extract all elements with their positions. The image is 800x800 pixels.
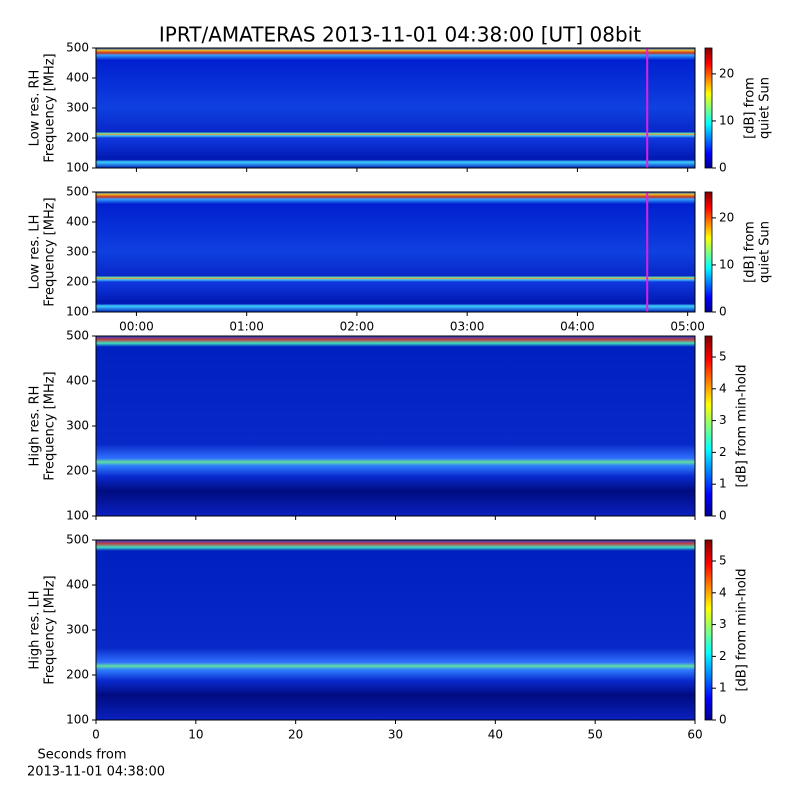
colorbar bbox=[704, 539, 713, 721]
x-tick-label: 30 bbox=[388, 728, 403, 742]
colorbar bbox=[704, 335, 713, 517]
colorbar-tick-label: 20 bbox=[719, 210, 734, 224]
y-tick-label: 100 bbox=[66, 509, 89, 523]
y-tick-label: 400 bbox=[66, 215, 89, 229]
y-tick-label: 100 bbox=[66, 305, 89, 319]
y-tick-label: 500 bbox=[66, 533, 89, 547]
y-tick-label: 300 bbox=[66, 101, 89, 115]
colorbar-tick-label: 0 bbox=[719, 161, 727, 175]
y-tick-label: 200 bbox=[66, 275, 89, 289]
x-tick-label: 40 bbox=[488, 728, 503, 742]
colorbar-tick-label: 3 bbox=[719, 617, 727, 631]
y-tick-label: 300 bbox=[66, 623, 89, 637]
y-tick-label: 400 bbox=[66, 578, 89, 592]
x-axis-label: Seconds from bbox=[37, 748, 126, 763]
y-tick-label: 200 bbox=[66, 668, 89, 682]
x-tick-label: 50 bbox=[588, 728, 603, 742]
colorbar-tick-label: 0 bbox=[719, 713, 727, 727]
y-tick-label: 400 bbox=[66, 71, 89, 85]
x-tick-label: 60 bbox=[687, 728, 702, 742]
y-axis-label: Frequency [MHz] bbox=[43, 53, 58, 162]
y-tick-label: 300 bbox=[66, 419, 89, 433]
colorbar-tick-label: 3 bbox=[719, 413, 727, 427]
x-tick-label: 02:00 bbox=[340, 320, 375, 334]
y-tick-label: 500 bbox=[66, 185, 89, 199]
colorbar-label: quiet Sun bbox=[758, 77, 773, 139]
y-tick-label: 400 bbox=[66, 374, 89, 388]
y-axis-label: Frequency [MHz] bbox=[43, 197, 58, 306]
spectrogram-image bbox=[96, 48, 695, 168]
y-tick-label: 300 bbox=[66, 245, 89, 259]
y-tick-label: 200 bbox=[66, 131, 89, 145]
colorbar-tick-label: 1 bbox=[719, 477, 727, 491]
y-axis-label: High res. LH bbox=[28, 590, 43, 669]
colorbar-tick-label: 2 bbox=[719, 445, 727, 459]
colorbar-tick-label: 0 bbox=[719, 509, 727, 523]
x-tick-label: 20 bbox=[288, 728, 303, 742]
y-axis-label: Frequency [MHz] bbox=[43, 575, 58, 684]
colorbar-tick-label: 10 bbox=[719, 257, 734, 271]
colorbar-label: [dB] from min-hold bbox=[735, 364, 750, 487]
x-tick-label: 01:00 bbox=[229, 320, 264, 334]
y-tick-label: 100 bbox=[66, 713, 89, 727]
x-tick-label: 05:00 bbox=[670, 320, 705, 334]
x-tick-label: 03:00 bbox=[450, 320, 485, 334]
x-axis-label: 2013-11-01 04:38:00 bbox=[27, 765, 165, 780]
colorbar bbox=[704, 47, 713, 169]
colorbar-label: [dB] from bbox=[743, 221, 758, 283]
spectrogram-image bbox=[96, 192, 695, 312]
x-tick-label: 04:00 bbox=[560, 320, 595, 334]
colorbar-tick-label: 0 bbox=[719, 305, 727, 319]
colorbar-tick-label: 4 bbox=[719, 585, 727, 599]
colorbar-label: quiet Sun bbox=[758, 221, 773, 283]
colorbar-tick-label: 4 bbox=[719, 381, 727, 395]
colorbar-tick-label: 5 bbox=[719, 553, 727, 567]
colorbar-tick-label: 10 bbox=[719, 113, 734, 127]
x-tick-label: 10 bbox=[188, 728, 203, 742]
x-tick-label: 00:00 bbox=[119, 320, 154, 334]
colorbar-tick-label: 2 bbox=[719, 649, 727, 663]
colorbar-label: [dB] from min-hold bbox=[735, 568, 750, 691]
colorbar-tick-label: 1 bbox=[719, 681, 727, 695]
colorbar-tick-label: 20 bbox=[719, 66, 734, 80]
spectrogram-image bbox=[96, 336, 695, 516]
y-tick-label: 200 bbox=[66, 464, 89, 478]
y-axis-label: Low res. RH bbox=[28, 70, 43, 147]
colorbar-tick-label: 5 bbox=[719, 349, 727, 363]
y-tick-label: 500 bbox=[66, 41, 89, 55]
y-axis-label: Frequency [MHz] bbox=[43, 371, 58, 480]
figure-title: IPRT/AMATERAS 2013-11-01 04:38:00 [UT] 0… bbox=[159, 23, 641, 47]
spectrogram-image bbox=[96, 540, 695, 720]
y-tick-label: 100 bbox=[66, 161, 89, 175]
colorbar bbox=[704, 191, 713, 313]
colorbar-label: [dB] from bbox=[743, 77, 758, 139]
y-tick-label: 500 bbox=[66, 329, 89, 343]
x-tick-label: 0 bbox=[92, 728, 100, 742]
y-axis-label: Low res. LH bbox=[28, 215, 43, 290]
y-axis-label: High res. RH bbox=[28, 386, 43, 467]
